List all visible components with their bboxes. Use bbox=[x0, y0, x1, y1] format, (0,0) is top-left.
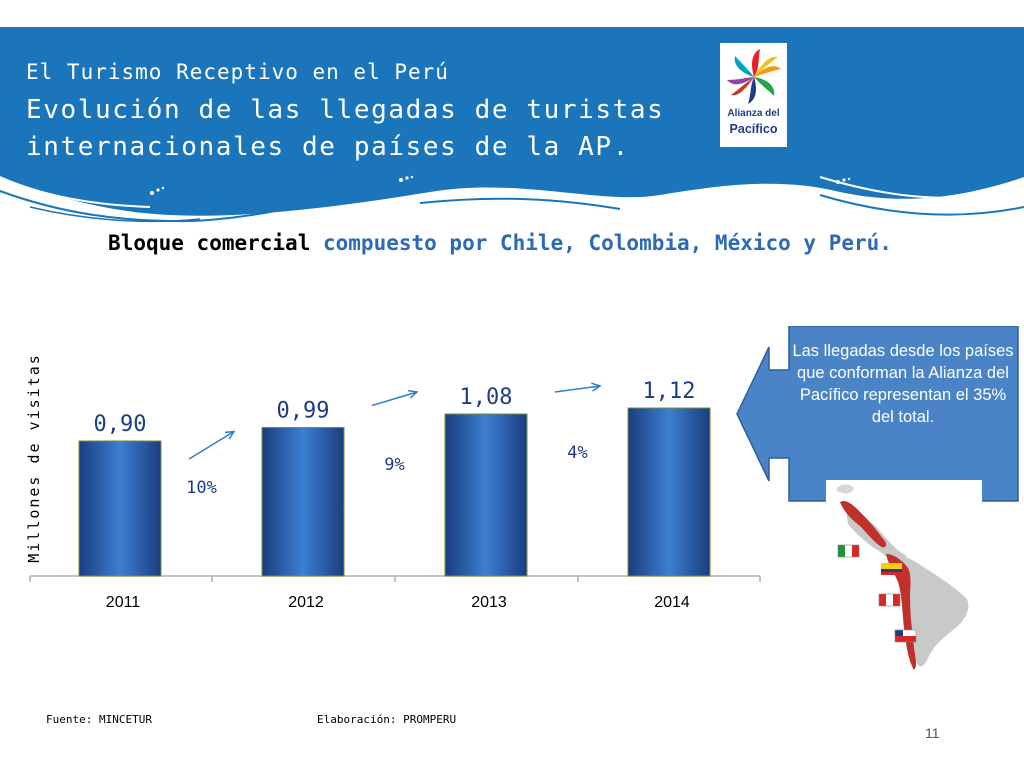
bar-2014 bbox=[627, 407, 711, 577]
footer-elaboration: Elaboración: PROMPERU bbox=[317, 713, 457, 726]
bar-2013 bbox=[444, 413, 528, 577]
callout-arrow-box bbox=[736, 326, 1019, 502]
header-kicker: El Turismo Receptivo en el Perú bbox=[26, 60, 449, 84]
growth-label: 4% bbox=[567, 443, 587, 463]
bar-value-label: 0,99 bbox=[277, 399, 330, 424]
colombia-flag-icon bbox=[881, 563, 902, 575]
growth-arrow-head bbox=[224, 430, 236, 440]
slide-subtitle: Bloque comercial compuesto por Chile, Co… bbox=[40, 228, 960, 259]
subtitle-bold-part: Bloque comercial bbox=[108, 231, 311, 255]
page-title: Evolución de las llegadas de turistas in… bbox=[26, 92, 786, 166]
growth-label: 10% bbox=[186, 478, 217, 498]
bar-value-label: 1,08 bbox=[460, 385, 513, 410]
x-tick-label: 2011 bbox=[106, 594, 141, 611]
x-tick-label: 2014 bbox=[654, 594, 690, 611]
bar-value-label: 1,12 bbox=[643, 379, 696, 404]
page-title-line1: Evolución de las llegadas de turistas bbox=[26, 95, 665, 125]
mexico-flag-icon bbox=[837, 544, 860, 558]
callout-text: Las llegadas desde los países que confor… bbox=[792, 342, 1014, 426]
growth-arrow bbox=[554, 385, 601, 393]
bar-2011 bbox=[78, 440, 162, 577]
bar-value-label: 0,90 bbox=[94, 412, 147, 437]
y-axis-label: Millones de visitas bbox=[25, 353, 43, 563]
growth-arrow bbox=[188, 430, 235, 460]
growth-arrow-head bbox=[407, 389, 419, 399]
pinwheel-logo-icon bbox=[727, 49, 781, 104]
footer-source: Fuente: MINCETUR bbox=[46, 713, 152, 726]
alianza-del-pacifico-logo: Alianza del Pacífico bbox=[720, 43, 787, 147]
logo-text-line1: Alianza del bbox=[727, 108, 780, 119]
x-tick-label: 2012 bbox=[288, 594, 324, 611]
growth-arrow-head bbox=[591, 382, 602, 392]
growth-label: 9% bbox=[384, 455, 404, 475]
page-title-line2: internacionales de países de la AP. bbox=[26, 132, 630, 162]
x-tick-label: 2013 bbox=[471, 594, 507, 611]
page-number: 11 bbox=[925, 725, 940, 741]
growth-arrow bbox=[371, 391, 418, 407]
americas-map-icon bbox=[826, 480, 982, 676]
logo-text-line2: Pacífico bbox=[729, 122, 778, 136]
bar-2012 bbox=[261, 427, 345, 577]
arrivals-bar-chart: Millones de visitas 0,90 2011 0,99 2012 1,08… bbox=[25, 353, 761, 611]
peru-flag-icon bbox=[878, 593, 901, 607]
subtitle-colored-part: compuesto por Chile, Colombia, México y … bbox=[323, 231, 892, 255]
chile-flag-icon bbox=[894, 629, 917, 643]
